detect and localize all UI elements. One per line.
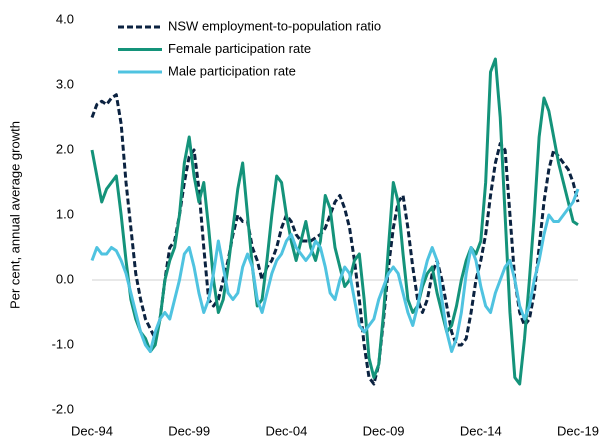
y-axis-label: Per cent, annual average growth	[7, 121, 22, 309]
series-line	[90, 188, 580, 353]
x-tick-label: Dec-14	[460, 423, 502, 438]
legend-label: NSW employment-to-population ratio	[168, 18, 381, 33]
series-line	[90, 57, 579, 386]
x-tick-label: Dec-19	[557, 423, 599, 438]
y-tick-label: -1.0	[52, 336, 74, 351]
y-tick-label: -2.0	[52, 401, 74, 416]
y-tick-label: 4.0	[56, 11, 74, 26]
y-tick-label: 0.0	[56, 271, 74, 286]
legend-label: Male participation rate	[168, 63, 296, 78]
y-tick-label: 2.0	[56, 141, 74, 156]
x-tick-label: Dec-99	[168, 423, 210, 438]
series-line	[90, 93, 580, 386]
x-tick-label: Dec-09	[363, 423, 405, 438]
x-tick-label: Dec-94	[71, 423, 113, 438]
x-tick-label: Dec-04	[265, 423, 307, 438]
y-tick-label: 1.0	[56, 206, 74, 221]
y-tick-label: 3.0	[56, 76, 74, 91]
legend-label: Female participation rate	[168, 41, 311, 56]
